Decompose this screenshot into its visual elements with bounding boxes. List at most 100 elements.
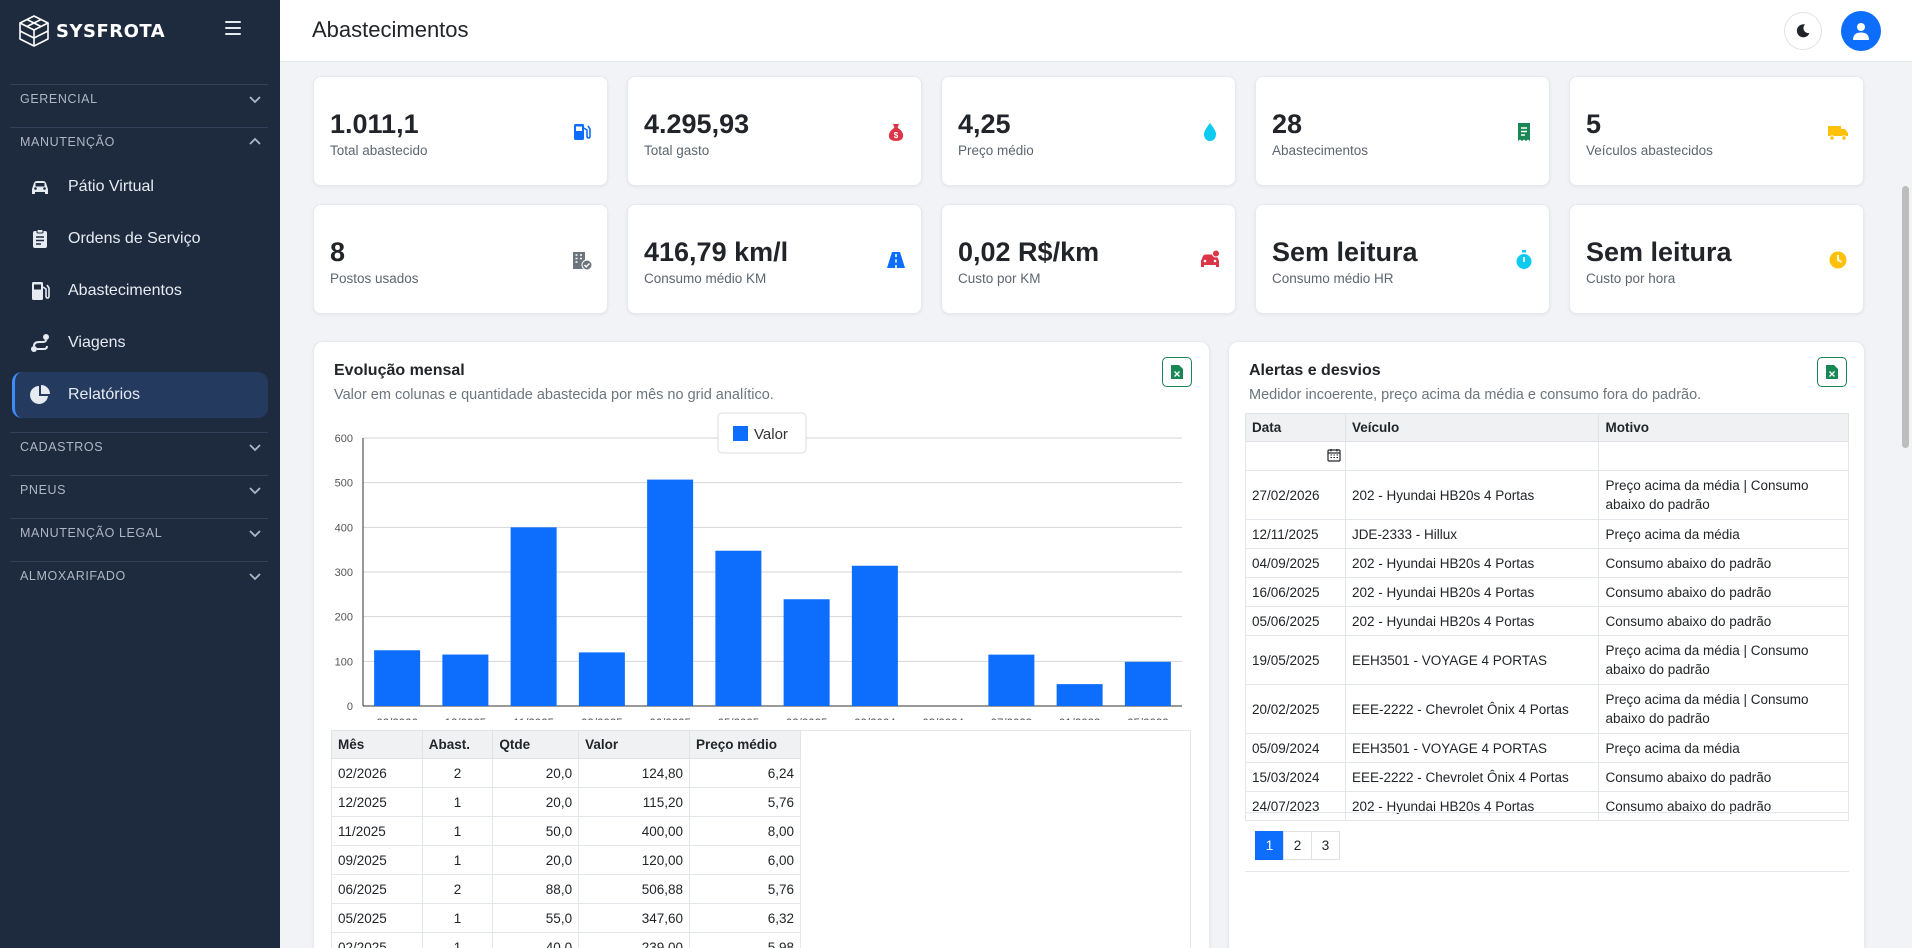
group-gerencial[interactable]: GERENCIAL bbox=[20, 92, 262, 106]
bar[interactable] bbox=[988, 654, 1035, 706]
table-cell: 06/2025 bbox=[331, 874, 423, 904]
kpi-card-custo-por-hora: Sem leitura Custo por hora bbox=[1569, 204, 1864, 314]
table-row[interactable]: 02/2025 1 40,0 239,00 5,98 bbox=[331, 932, 801, 948]
table-row[interactable]: 05/06/2025 202 - Hyundai HB20s 4 Portas Co… bbox=[1245, 606, 1849, 636]
table-row[interactable]: 05/09/2024 EEH3501 - VOYAGE 4 PORTAS Preço… bbox=[1245, 733, 1849, 763]
table-row[interactable]: 12/2025 1 20,0 115,20 5,76 bbox=[331, 787, 801, 817]
bar[interactable] bbox=[510, 527, 557, 706]
table-cell: Consumo abaixo do padrão bbox=[1598, 577, 1849, 607]
table-row[interactable]: 02/2026 2 20,0 124,80 6,24 bbox=[331, 758, 801, 788]
money-bag-icon: $ bbox=[888, 124, 904, 141]
scrollbar-thumb[interactable] bbox=[1902, 186, 1909, 448]
x-tick-label: 02/2025 bbox=[786, 718, 828, 720]
chevron-down-icon bbox=[249, 573, 261, 581]
bar[interactable] bbox=[783, 599, 830, 706]
table-cell: 2 bbox=[421, 874, 494, 904]
y-tick-label: 600 bbox=[335, 433, 353, 445]
table-row[interactable]: 04/09/2025 202 - Hyundai HB20s 4 Portas Co… bbox=[1245, 548, 1849, 578]
group-pneus[interactable]: PNEUS bbox=[20, 483, 262, 497]
date-filter[interactable] bbox=[1245, 441, 1346, 471]
kpi-value: 0,02 R$/km bbox=[958, 237, 1100, 267]
table-row[interactable]: 19/05/2025 EEH3501 - VOYAGE 4 PORTAS Preço… bbox=[1245, 635, 1849, 685]
y-tick-label: 100 bbox=[335, 656, 353, 668]
sidebar-item-ordens-servico[interactable]: Ordens de Serviço bbox=[12, 216, 268, 262]
reason-filter[interactable] bbox=[1598, 441, 1849, 471]
table-cell: 1 bbox=[421, 932, 494, 948]
column-header[interactable]: Data bbox=[1245, 413, 1346, 442]
divider bbox=[10, 561, 268, 562]
kpi-value: 5 bbox=[1586, 109, 1602, 139]
page-button[interactable]: 3 bbox=[1311, 831, 1340, 860]
kpi-label: Preço médio bbox=[958, 143, 1034, 158]
export-excel-button[interactable] bbox=[1817, 357, 1847, 387]
y-tick-label: 500 bbox=[335, 478, 353, 490]
table-row[interactable]: 15/03/2024 EEE-2222 - Chevrolet Ônix 4 Po… bbox=[1245, 762, 1849, 792]
sidebar-item-patio-virtual[interactable]: Pátio Virtual bbox=[12, 164, 268, 210]
page-button[interactable]: 2 bbox=[1283, 831, 1312, 860]
table-row[interactable]: 27/02/2026 202 - Hyundai HB20s 4 Portas Pr… bbox=[1245, 470, 1849, 520]
legend-swatch bbox=[733, 426, 748, 441]
sidebar-item-relatorios[interactable]: Relatórios bbox=[12, 372, 268, 418]
group-label: PNEUS bbox=[20, 483, 67, 497]
clock-icon bbox=[1829, 251, 1847, 269]
table-row[interactable]: 12/11/2025 JDE-2333 - Hillux Preço acima d… bbox=[1245, 519, 1849, 549]
table-row[interactable]: 05/2025 1 55,0 347,60 6,32 bbox=[331, 903, 801, 933]
kpi-card-postos-usados: 8 Postos usados bbox=[313, 204, 608, 314]
table-row[interactable]: 06/2025 2 88,0 506,88 5,76 bbox=[331, 874, 801, 904]
bar[interactable] bbox=[851, 565, 898, 706]
filter-row bbox=[1245, 441, 1849, 471]
table-row[interactable]: 09/2025 1 20,0 120,00 6,00 bbox=[331, 845, 801, 875]
table-cell: Consumo abaixo do padrão bbox=[1598, 606, 1849, 636]
legend-label[interactable]: Valor bbox=[754, 426, 788, 443]
group-manutencao[interactable]: MANUTENÇÃO bbox=[20, 135, 262, 149]
stopwatch-icon bbox=[1516, 250, 1532, 269]
column-header[interactable]: Valor bbox=[578, 730, 691, 759]
group-manutencao-legal[interactable]: MANUTENÇÃO LEGAL bbox=[20, 526, 262, 540]
group-label: CADASTROS bbox=[20, 440, 104, 454]
sidebar-item-abastecimentos[interactable]: Abastecimentos bbox=[12, 268, 268, 314]
x-tick-label: 09/2024 bbox=[854, 718, 896, 720]
theme-toggle-button[interactable] bbox=[1784, 12, 1822, 50]
group-cadastros[interactable]: CADASTROS bbox=[20, 440, 262, 454]
user-avatar-button[interactable] bbox=[1841, 11, 1881, 51]
column-header[interactable]: Qtde bbox=[492, 730, 580, 759]
bar[interactable] bbox=[442, 654, 489, 706]
user-icon bbox=[1853, 23, 1869, 40]
table-row[interactable]: 16/06/2025 202 - Hyundai HB20s 4 Portas Co… bbox=[1245, 577, 1849, 607]
x-tick-label: 05/2025 bbox=[718, 718, 760, 720]
column-header[interactable]: Preço médio bbox=[689, 730, 801, 759]
fuel-pump-icon bbox=[32, 282, 50, 300]
export-excel-button[interactable] bbox=[1162, 357, 1192, 387]
table-row[interactable]: 24/07/2023 202 - Hyundai HB20s 4 Portas Co… bbox=[1245, 791, 1849, 821]
column-header[interactable]: Abast. bbox=[421, 730, 494, 759]
column-header[interactable]: Motivo bbox=[1598, 413, 1849, 442]
column-header[interactable]: Mês bbox=[331, 730, 423, 759]
menu-toggle-icon[interactable] bbox=[225, 21, 241, 35]
table-cell: 12/2025 bbox=[331, 787, 423, 817]
table-cell: 02/2026 bbox=[331, 758, 423, 788]
table-row[interactable]: 20/02/2025 EEE-2222 - Chevrolet Ônix 4 Po… bbox=[1245, 684, 1849, 734]
building-check-icon bbox=[573, 252, 593, 271]
table-cell: Preço acima da média | Consumo abaixo do… bbox=[1598, 684, 1849, 734]
page-button[interactable]: 1 bbox=[1255, 831, 1284, 860]
vehicle-filter[interactable] bbox=[1344, 441, 1600, 471]
bar[interactable] bbox=[715, 550, 762, 706]
table-cell: EEH3501 - VOYAGE 4 PORTAS bbox=[1344, 635, 1600, 685]
column-header[interactable]: Veículo bbox=[1344, 413, 1600, 442]
table-empty-area bbox=[801, 730, 1191, 948]
bar[interactable] bbox=[374, 650, 421, 706]
table-row[interactable]: 11/2025 1 50,0 400,00 8,00 bbox=[331, 816, 801, 846]
table-cell: EEE-2222 - Chevrolet Ônix 4 Portas bbox=[1344, 684, 1600, 734]
group-almoxarifado[interactable]: ALMOXARIFADO bbox=[20, 569, 262, 583]
sidebar-item-viagens[interactable]: Viagens bbox=[12, 320, 268, 366]
table-cell: JDE-2333 - Hillux bbox=[1344, 519, 1600, 549]
bar[interactable] bbox=[647, 479, 694, 706]
table-cell: Consumo abaixo do padrão bbox=[1598, 548, 1849, 578]
bar[interactable] bbox=[1056, 684, 1103, 706]
kpi-value: 4,25 bbox=[958, 109, 1011, 139]
bar[interactable] bbox=[1124, 661, 1171, 706]
divider bbox=[1245, 812, 1849, 813]
bar[interactable] bbox=[578, 652, 625, 706]
monthly-table: Mês Abast. Qtde Valor Preço médio 02/202… bbox=[331, 730, 801, 948]
